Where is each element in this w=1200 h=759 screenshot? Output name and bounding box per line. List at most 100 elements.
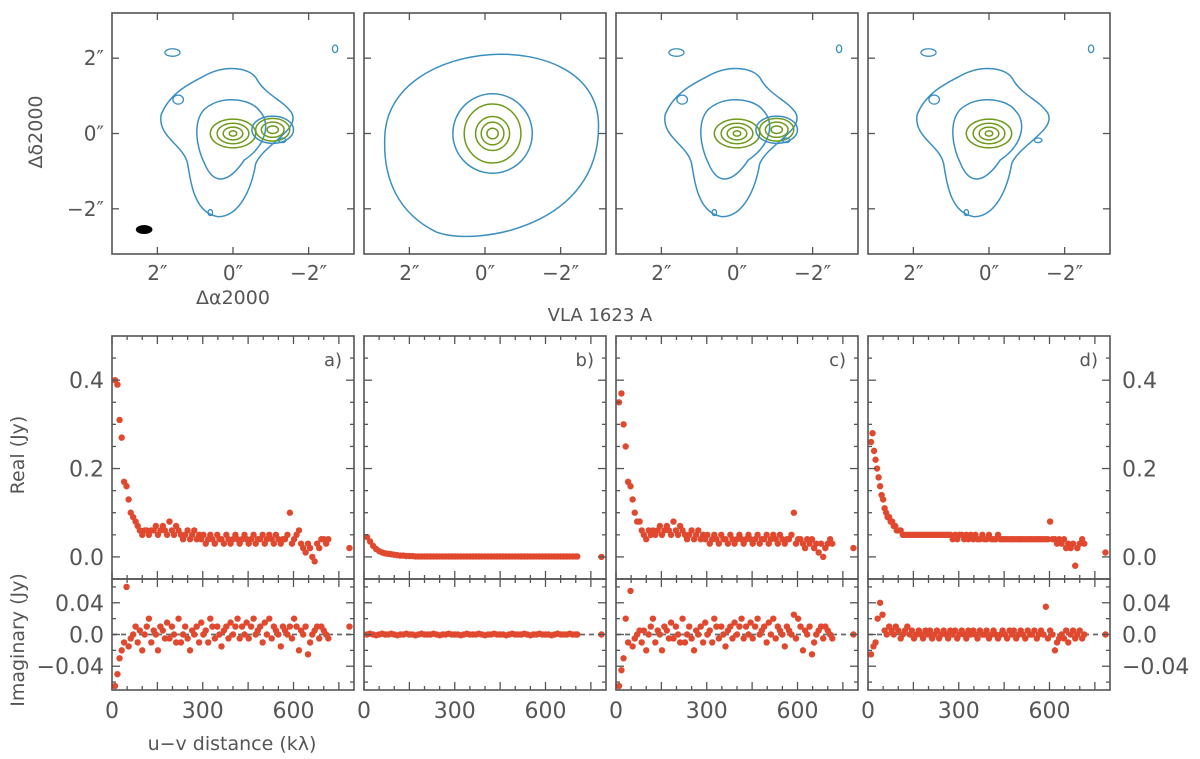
uv-panel-3: c) 0 300 600 — [609, 335, 859, 724]
imag-point — [1062, 627, 1070, 634]
beam-ellipse — [135, 224, 153, 235]
imag-point — [788, 631, 795, 638]
imag-point — [820, 635, 827, 642]
real-point — [306, 544, 314, 552]
real-point — [774, 540, 782, 547]
imag-point — [711, 615, 718, 622]
contour-inner — [463, 103, 522, 164]
contour-group — [160, 44, 339, 218]
contour-noise — [963, 208, 970, 217]
imag-point — [697, 623, 704, 630]
real-point — [184, 527, 191, 534]
imag-point — [159, 627, 167, 634]
imag-point — [751, 623, 759, 630]
contour-mid — [700, 99, 771, 180]
imag-point — [761, 623, 768, 630]
imag-point — [1022, 635, 1029, 642]
imag-point — [794, 615, 802, 622]
x-tick-label: 300 — [434, 699, 476, 724]
imag-point — [143, 623, 150, 630]
imag-point — [263, 631, 271, 638]
imag-point — [806, 623, 813, 630]
imag-point — [1069, 627, 1077, 634]
real-point — [704, 531, 711, 539]
y-tick-label: 0″ — [84, 122, 104, 146]
real-y-tick-label: 0.4 — [69, 369, 104, 394]
imag-point — [620, 655, 627, 662]
real-point — [688, 527, 695, 534]
imag-point — [658, 647, 666, 654]
real-point — [316, 544, 323, 552]
imag-point — [919, 635, 927, 642]
contour-noise — [920, 48, 937, 57]
x-tick-label: 0″ — [979, 261, 999, 285]
real-point — [790, 509, 798, 516]
imag-point — [747, 619, 754, 626]
imag-point — [261, 619, 268, 626]
contour-noise — [928, 94, 941, 105]
imag-point — [895, 627, 902, 634]
real-point — [631, 509, 638, 516]
imag-point — [193, 623, 200, 630]
imag-point — [293, 623, 300, 630]
contour-inner — [978, 126, 1000, 141]
imag-point — [1044, 635, 1052, 642]
x-tick-label: −2″ — [1046, 261, 1083, 285]
imag-point — [1042, 603, 1050, 610]
imag-point — [904, 623, 911, 630]
imag-point — [184, 635, 191, 642]
imag-point — [306, 639, 314, 646]
x-tick-label: 2″ — [399, 261, 419, 285]
imag-point — [204, 639, 212, 646]
image-panel-image-b: 2″ 0″ −2″ — [363, 12, 607, 285]
imag-point — [702, 619, 709, 626]
real-point — [817, 540, 825, 547]
imag-point — [163, 619, 171, 626]
x-tick-label: 0 — [861, 699, 875, 724]
imag-point — [933, 627, 941, 634]
contour-outer — [160, 67, 294, 218]
imag-y-tick-label: 0.0 — [1122, 624, 1157, 649]
x-tick-label: 600 — [273, 699, 315, 724]
imag-point — [810, 639, 818, 646]
imag-point — [574, 631, 581, 638]
real-y-tick-label: 0.2 — [1122, 458, 1157, 483]
real-point — [876, 483, 884, 490]
imag-point — [346, 623, 353, 630]
imag-point — [299, 631, 307, 638]
real-y-tick-label: 0.4 — [1122, 369, 1157, 394]
real-y-tick-label: 0.2 — [69, 458, 104, 483]
real-point — [191, 527, 198, 534]
imag-point — [218, 643, 225, 650]
figure-labels: VLA 1623 A Δα2000 Δδ2000 Real (Jy) Imagi… — [7, 96, 653, 755]
real-point — [118, 434, 125, 441]
imag-point — [974, 635, 981, 642]
contour-inner — [984, 130, 994, 137]
real-point — [200, 531, 207, 539]
imag-point — [736, 623, 743, 630]
x-tick-label: 0″ — [223, 261, 243, 285]
real-point — [820, 553, 827, 561]
contour-inner — [209, 118, 257, 149]
imag-point — [699, 639, 707, 646]
contour-noise — [172, 94, 185, 105]
imag-point — [808, 651, 816, 658]
real-point — [311, 558, 318, 565]
imag-y-tick-label: 0.0 — [69, 624, 104, 649]
image-frame — [615, 12, 859, 255]
imag-point — [874, 615, 881, 622]
imag-point — [1040, 631, 1047, 638]
real-point — [850, 544, 857, 552]
imag-point — [268, 635, 275, 642]
imag-point — [790, 611, 798, 618]
imag-point — [225, 635, 232, 642]
panel-label: d) — [1080, 350, 1098, 371]
imag-point — [120, 639, 128, 646]
contour-group — [664, 44, 843, 218]
imag-point — [1081, 631, 1088, 638]
imag-point — [118, 647, 125, 654]
imag-point — [695, 631, 702, 638]
real-point — [574, 553, 581, 560]
contour-inner — [770, 125, 784, 135]
contour-inner — [965, 118, 1013, 149]
